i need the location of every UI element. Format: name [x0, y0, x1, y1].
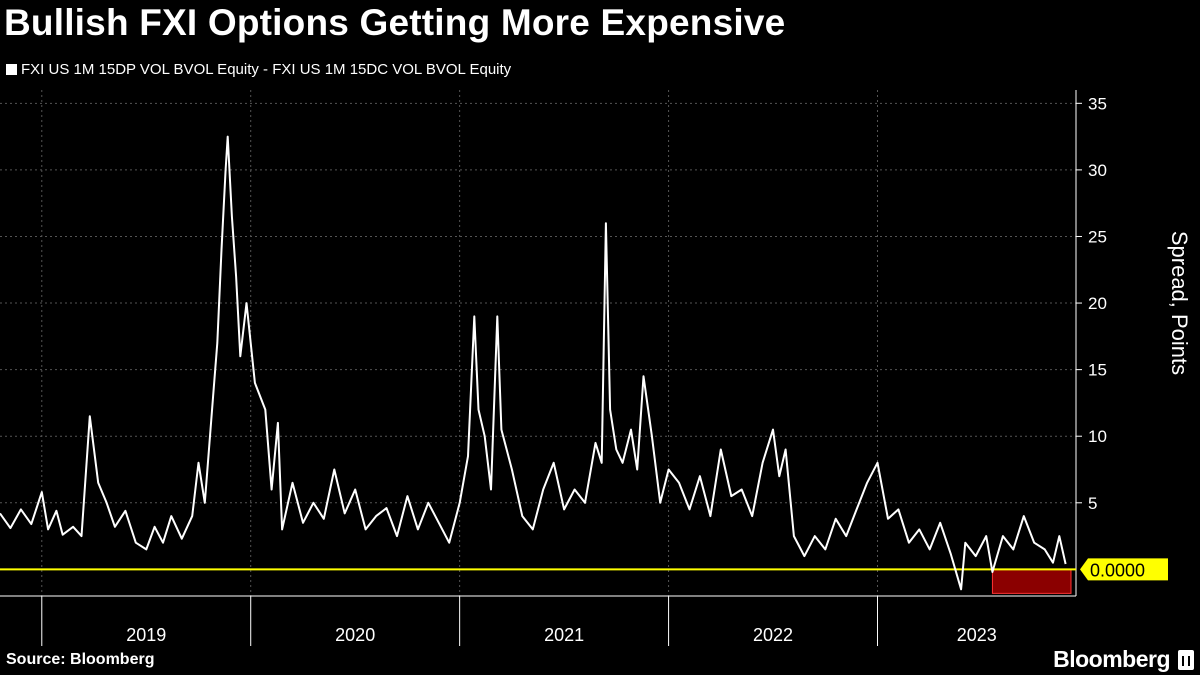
- y-tick-label: 30: [1088, 161, 1107, 180]
- legend: FXI US 1M 15DP VOL BVOL Equity - FXI US …: [6, 61, 511, 78]
- y-tick-label: 25: [1088, 227, 1107, 246]
- y-tick-label: 15: [1088, 361, 1107, 380]
- annotations: [0, 558, 1168, 594]
- y-tick-label: 35: [1088, 94, 1107, 113]
- series-line: [0, 135, 1067, 591]
- bloomberg-logo: Bloomberg: [1053, 646, 1170, 672]
- bloomberg-icon: [1178, 650, 1194, 670]
- labels: 5 10 15 20 25 30 35 2019 2020 2021 2022 2023 Spread,…: [126, 94, 1192, 645]
- chart-title: Bullish FXI Options Getting More Expensi…: [4, 2, 786, 43]
- x-tick-label: 2021: [544, 625, 584, 645]
- x-tick-label: 2022: [753, 625, 793, 645]
- y-tick-label: 5: [1088, 494, 1097, 513]
- x-tick-label: 2019: [126, 625, 166, 645]
- y-tick-label: 10: [1088, 427, 1107, 446]
- legend-label: FXI US 1M 15DP VOL BVOL Equity - FXI US …: [21, 61, 512, 78]
- y-tick-label: 20: [1088, 294, 1107, 313]
- grid: [0, 90, 1076, 596]
- axes: [0, 90, 1082, 646]
- zero-value-tag: [1080, 558, 1168, 581]
- series: [0, 135, 1067, 591]
- zero-value-label: 0.0000: [1090, 560, 1145, 580]
- y-axis-title: Spread, Points: [1167, 231, 1192, 375]
- source-note: Source: Bloomberg: [6, 651, 155, 668]
- legend-swatch: [6, 64, 17, 75]
- x-tick-label: 2023: [957, 625, 997, 645]
- highlight-box: [991, 568, 1072, 594]
- x-tick-label: 2020: [335, 625, 375, 645]
